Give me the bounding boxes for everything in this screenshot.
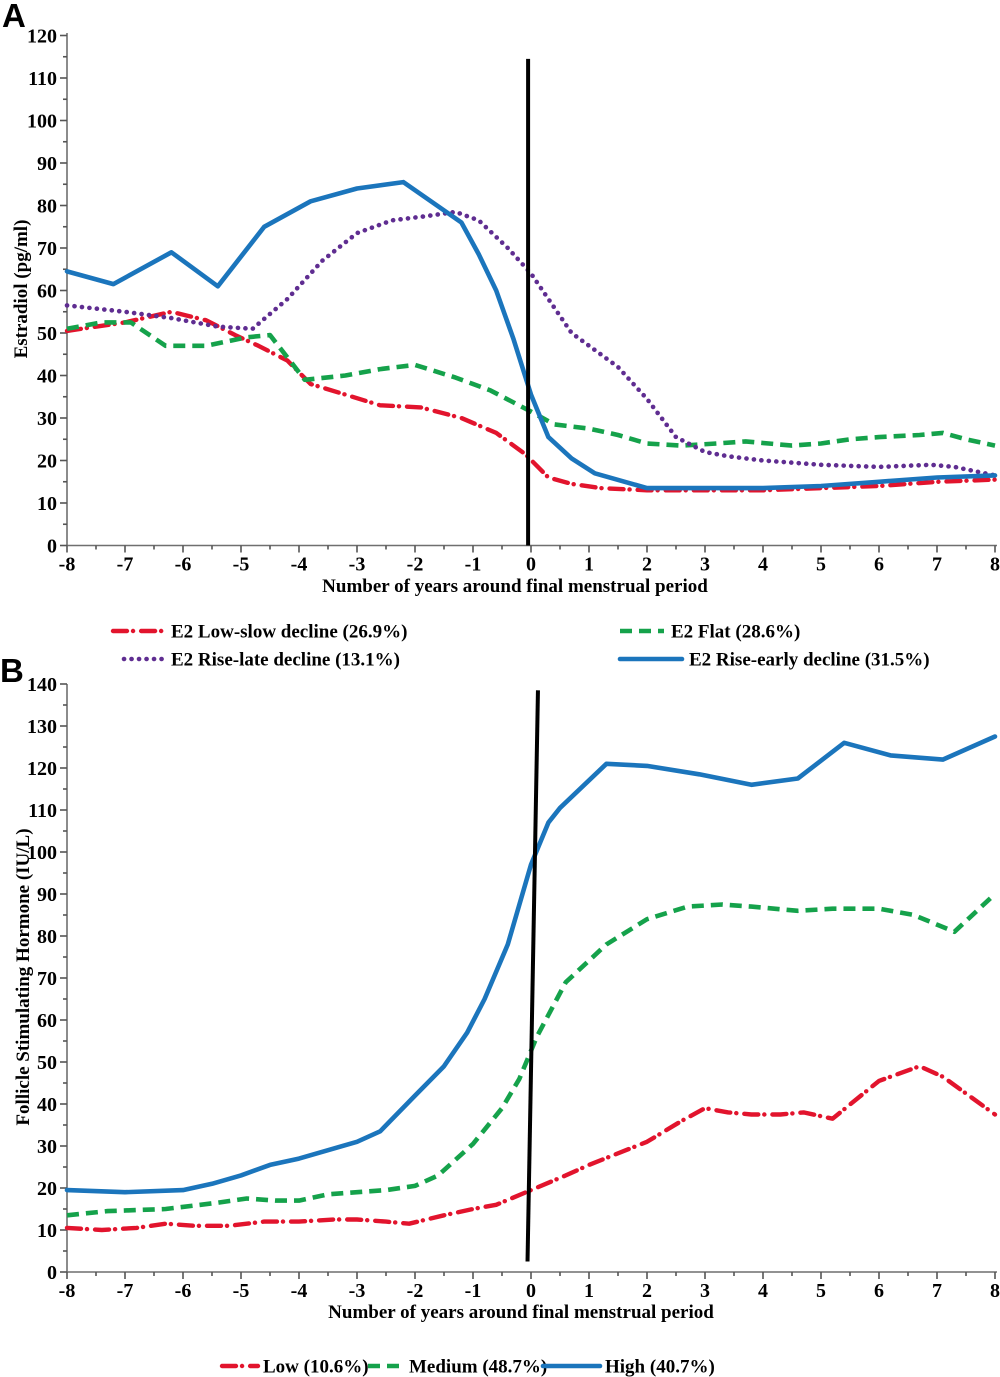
y-tick-label: 90 — [37, 153, 57, 175]
x-tick-label: 5 — [816, 1280, 826, 1302]
x-tick-label: -6 — [175, 1280, 192, 1302]
panel-a-x-axis-title: Number of years around final menstrual p… — [322, 576, 708, 597]
x-tick-label: 8 — [990, 1280, 1000, 1302]
panel-b-y-axis-title: Follicle Stimulating Hormone (IU/L) — [13, 828, 34, 1125]
legend-label: E2 Low-slow decline (26.9%) — [171, 622, 407, 643]
x-tick-label: -5 — [233, 1280, 250, 1302]
y-tick-label: 10 — [37, 1220, 57, 1242]
x-tick-label: 6 — [874, 1280, 884, 1302]
y-tick-label: 70 — [37, 968, 57, 990]
x-tick-label: 4 — [758, 1280, 768, 1302]
y-tick-label: 100 — [27, 842, 57, 864]
y-tick-label: 80 — [37, 926, 57, 948]
panel-b-series — [64, 690, 998, 1262]
x-tick-label: 2 — [642, 1280, 652, 1302]
y-tick-label: 120 — [27, 758, 57, 780]
panel-a-series — [64, 58, 998, 546]
panel-a-legend: E2 Low-slow decline (26.9%) E2 Flat (28.6… — [110, 622, 930, 671]
x-tick-label: -1 — [465, 554, 482, 576]
y-tick-label: 130 — [27, 716, 57, 738]
y-tick-label: 110 — [28, 800, 57, 822]
y-tick-label: 30 — [37, 1136, 57, 1158]
x-tick-label: -4 — [291, 1280, 308, 1302]
y-tick-label: 60 — [37, 1010, 57, 1032]
panel-a-letter: A — [2, 0, 26, 34]
x-tick-label: 7 — [932, 1280, 942, 1302]
x-tick-label: 1 — [584, 554, 594, 576]
x-tick-label: -7 — [117, 554, 134, 576]
y-tick-label: 110 — [28, 68, 57, 90]
y-tick-label: 80 — [37, 196, 57, 218]
x-tick-label: 4 — [758, 554, 768, 576]
panel-a-y-axis-title: Estradiol (pg/ml) — [11, 220, 32, 359]
legend-label: E2 Rise-early decline (31.5%) — [689, 650, 930, 671]
y-tick-label: 100 — [27, 111, 57, 133]
series-line-e2-rise-late-decline-13-1 — [64, 209, 998, 478]
x-tick-label: 3 — [700, 554, 710, 576]
panel-a-axes: -8 -7 -6 -5 -4 -3 -2 -1 0 1 2 3 4 5 6 7 8010203040506070… — [27, 26, 1000, 576]
x-tick-label: -6 — [175, 554, 192, 576]
fmp-reference-line — [525, 690, 540, 1262]
y-tick-label: 140 — [27, 674, 57, 696]
legend-item-e2-rise-early-decline-31-5: E2 Rise-early decline (31.5%) — [617, 650, 930, 671]
y-tick-label: 50 — [37, 323, 57, 345]
y-tick-label: 40 — [37, 1094, 57, 1116]
legend-item-low-10-6: Low (10.6%) — [219, 1357, 369, 1377]
x-tick-label: -2 — [407, 554, 424, 576]
legend-item-e2-low-slow-decline-26-9: E2 Low-slow decline (26.9%) — [110, 622, 407, 643]
x-tick-label: 7 — [932, 554, 942, 576]
x-tick-label: 2 — [642, 554, 652, 576]
y-tick-label: 70 — [37, 238, 57, 260]
x-tick-label: -8 — [59, 1280, 76, 1302]
y-tick-label: 0 — [47, 1262, 57, 1284]
panel-b-x-axis-title: Number of years around final menstrual p… — [328, 1302, 714, 1323]
x-tick-label: -3 — [349, 1280, 366, 1302]
series-line-high-40-7 — [64, 734, 998, 1195]
x-tick-label: 6 — [874, 554, 884, 576]
x-tick-label: -5 — [233, 554, 250, 576]
y-tick-label: 30 — [37, 408, 57, 430]
series-line-medium-48-7 — [66, 892, 997, 1218]
x-tick-label: 5 — [816, 554, 826, 576]
x-tick-label: 3 — [700, 1280, 710, 1302]
panel-b-letter: B — [0, 652, 24, 689]
series-line-low-10-6 — [64, 1063, 998, 1233]
legend-item-e2-rise-late-decline-13-1: E2 Rise-late decline (13.1%) — [121, 650, 400, 671]
y-tick-label: 0 — [47, 536, 57, 558]
legend-label: Low (10.6%) — [263, 1357, 369, 1377]
y-tick-label: 40 — [37, 366, 57, 388]
series-line-e2-rise-early-decline-31-5 — [64, 179, 998, 491]
legend-item-e2-flat-28-6: E2 Flat (28.6%) — [620, 622, 800, 643]
legend-label: E2 Flat (28.6%) — [671, 622, 800, 643]
x-tick-label: -1 — [465, 1280, 482, 1302]
x-tick-label: -8 — [59, 554, 76, 576]
x-tick-label: 0 — [526, 1280, 536, 1302]
x-tick-label: -3 — [349, 554, 366, 576]
panel-b-legend: Low (10.6%) Medium (48.7%) High (40.7%) — [219, 1357, 715, 1377]
legend-label: Medium (48.7%) — [409, 1357, 547, 1377]
legend-item-medium-48-7: Medium (48.7%) — [368, 1357, 547, 1377]
x-tick-label: 1 — [584, 1280, 594, 1302]
y-tick-label: 90 — [37, 884, 57, 906]
legend-item-high-40-7: High (40.7%) — [540, 1357, 715, 1377]
series-line-e2-low-slow-decline-26-9 — [64, 309, 998, 493]
y-tick-label: 10 — [37, 493, 57, 515]
legend-label: High (40.7%) — [605, 1357, 715, 1377]
y-tick-label: 20 — [37, 451, 57, 473]
y-tick-label: 120 — [27, 26, 57, 48]
x-tick-label: 8 — [990, 554, 1000, 576]
x-tick-label: -7 — [117, 1280, 134, 1302]
y-tick-label: 50 — [37, 1052, 57, 1074]
panel-b-axes: -8 -7 -6 -5 -4 -3 -2 -1 0 1 2 3 4 5 6 7 8010203040506070… — [27, 674, 1000, 1302]
x-tick-label: -2 — [407, 1280, 424, 1302]
x-tick-label: -4 — [291, 554, 308, 576]
y-tick-label: 60 — [37, 281, 57, 303]
legend-label: E2 Rise-late decline (13.1%) — [171, 650, 400, 671]
series-line-e2-flat-28-6 — [66, 320, 996, 448]
x-tick-label: 0 — [526, 554, 536, 576]
y-tick-label: 20 — [37, 1178, 57, 1200]
